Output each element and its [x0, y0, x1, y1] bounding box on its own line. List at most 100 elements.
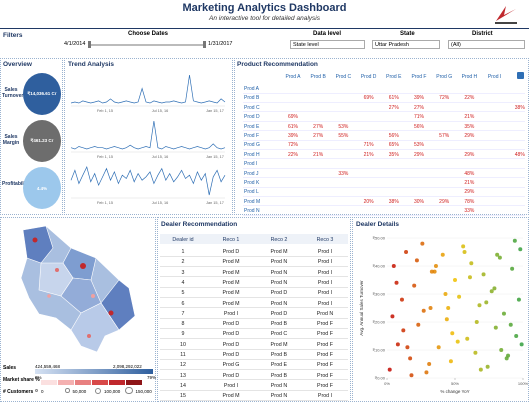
scatter-point	[484, 300, 489, 305]
table-cell: Prod N	[270, 300, 288, 307]
table-cell: 71%	[413, 114, 424, 121]
x-tick-label: Jan 15, 17	[206, 109, 224, 113]
slider-handle[interactable]	[88, 41, 91, 48]
table-cell: 11	[180, 352, 186, 358]
scatter-point	[461, 244, 466, 249]
x-tick-label: Jan 15, 17	[206, 155, 224, 159]
legend-text: 100,000	[104, 389, 121, 394]
table-cell: 38%	[388, 198, 399, 205]
table-cell: Prod M	[270, 341, 288, 348]
table-cell: Prod N	[270, 269, 288, 276]
table-cell: 69%	[287, 114, 298, 121]
district-dropdown[interactable]: (All)	[448, 40, 525, 49]
row-divider	[160, 348, 348, 349]
share-swatch	[92, 380, 108, 385]
column-header: Prod A	[285, 74, 301, 80]
column-header: Prod D	[360, 74, 377, 80]
table-cell: Prod D	[222, 249, 240, 255]
table-cell: Prod F	[317, 382, 333, 389]
column-header: Reco 1	[222, 237, 240, 243]
data-level-label: Data level	[313, 31, 342, 37]
slider-handle[interactable]	[203, 41, 206, 48]
table-cell: Prod B	[270, 352, 288, 358]
legend-text: 50,000	[72, 389, 87, 394]
y-tick-label: ₹20.00	[372, 320, 385, 325]
table-cell: 15	[180, 393, 186, 400]
table-cell: Prod D	[222, 321, 240, 328]
kpi-circle: ₹14,036.61 Cr	[23, 73, 61, 115]
scatter-point	[390, 314, 395, 319]
legend-text: 424,559,468	[35, 364, 61, 369]
end-date[interactable]: 1/31/2017	[208, 41, 233, 47]
table-cell: 21%	[464, 180, 475, 186]
scatter-point	[405, 345, 410, 350]
table-cell: 10	[180, 341, 186, 348]
divider	[0, 28, 529, 29]
x-axis-label: % change YoY	[440, 389, 469, 394]
trend-line	[70, 165, 226, 196]
date-slider[interactable]	[90, 44, 205, 46]
date-label: Choose Dates	[128, 31, 169, 37]
y-tick-label: ₹50.00	[372, 236, 385, 241]
row-divider	[160, 379, 348, 380]
table-cell: 13	[180, 372, 186, 379]
table-cell: Prod D	[222, 341, 240, 348]
scatter-point	[420, 241, 425, 246]
subtitle: An interactive tool for detailed analysi…	[209, 15, 320, 22]
x-tick-label: Jul 15, 16	[152, 201, 168, 205]
customer-dot	[35, 389, 38, 392]
share-swatch	[109, 380, 125, 385]
scatter-point	[467, 275, 472, 280]
y-axis-label: Avg. Annual Sales Turnover	[359, 280, 364, 336]
scatter-point	[514, 334, 519, 338]
scatter-point	[446, 306, 451, 310]
scatter-chart: ₹0.00 ₹10.00 ₹20.00 ₹30.00 ₹40.00 ₹50.00 0% 50%…	[359, 236, 528, 395]
column-header: Prod I	[487, 74, 502, 80]
filter-icon[interactable]	[517, 72, 524, 79]
scatter-point	[453, 278, 457, 282]
scatter-point	[512, 238, 517, 243]
scatter-point	[492, 286, 497, 291]
dealer-panel: Dealer Recommendation Dealer id Reco 1 Reco…	[157, 217, 351, 402]
table-cell: 35%	[464, 123, 475, 130]
table-cell: 56%	[388, 133, 399, 139]
scatter-point	[510, 266, 515, 271]
table-cell: 5	[181, 290, 185, 297]
row-divider	[160, 327, 348, 329]
legend-text: 2,098,292,022	[113, 364, 142, 369]
table-cell: Prod D	[270, 290, 288, 297]
table-cell: 3	[181, 269, 185, 276]
table-cell: 29%	[464, 133, 475, 139]
scatter-point	[399, 297, 404, 302]
data-level-dropdown[interactable]: State level	[290, 40, 365, 49]
table-cell: Prod C	[270, 331, 288, 338]
table-cell: 21%	[313, 151, 324, 158]
row-header: Prod E	[244, 123, 260, 130]
table-cell: 7	[181, 310, 185, 317]
x-tick-label: Feb 1, 15	[97, 109, 113, 113]
scatter-point	[465, 336, 470, 341]
scatter-point	[440, 252, 445, 257]
column-header: Prod C	[335, 74, 352, 80]
table-cell: 61%	[388, 95, 399, 102]
table-cell: 71%	[363, 142, 374, 149]
row-divider	[160, 255, 348, 257]
row-divider	[160, 338, 348, 339]
table-cell: Prod I	[317, 259, 333, 266]
scatter-point	[387, 367, 392, 372]
row-divider	[160, 266, 348, 267]
table-cell: 29%	[464, 151, 475, 158]
table-cell: Prod F	[317, 331, 333, 338]
state-dropdown[interactable]: Uttar Pradesh	[372, 40, 440, 49]
customer-dot	[65, 388, 70, 393]
scatter-point	[501, 311, 506, 316]
scatter-point	[412, 283, 417, 288]
table-cell: 6	[181, 300, 185, 307]
start-date[interactable]: 4/1/2014	[64, 41, 86, 47]
scatter-point	[421, 308, 426, 313]
table-cell: 33%	[338, 170, 349, 177]
table-cell: Prod N	[316, 310, 334, 317]
legend-text: 0%	[35, 375, 42, 380]
x-tick-label: Feb 1, 15	[97, 201, 113, 205]
